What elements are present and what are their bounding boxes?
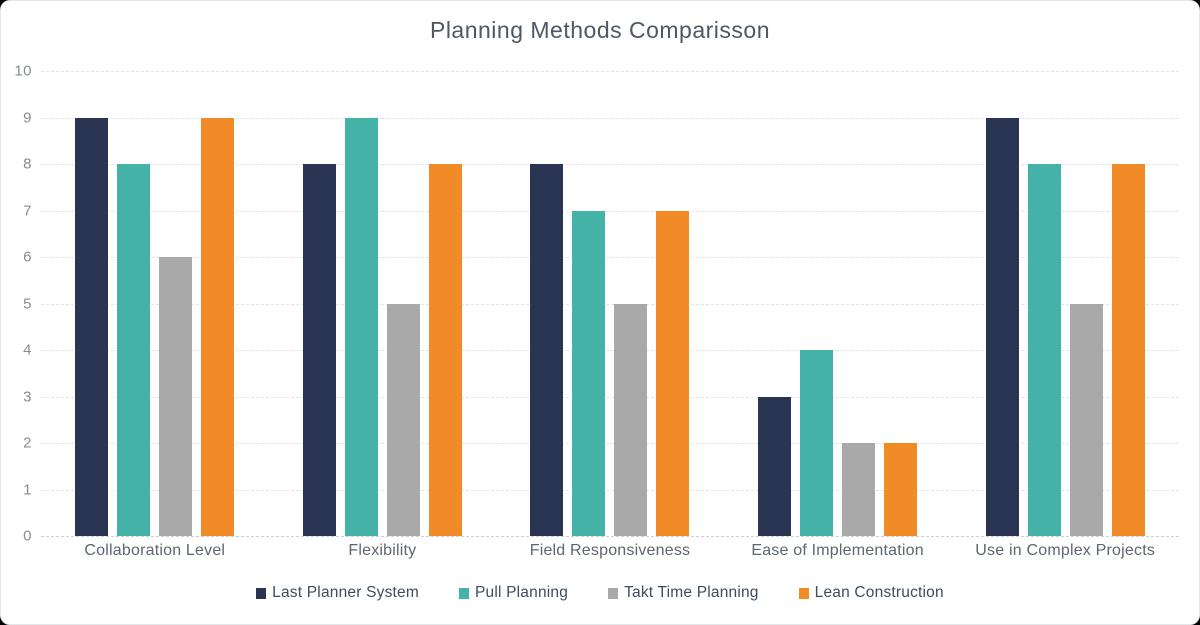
gridline xyxy=(41,303,1179,305)
gridline xyxy=(41,350,1179,351)
legend: Last Planner System Pull Planning Takt Tim… xyxy=(1,584,1199,602)
legend-label: Last Planner System xyxy=(272,584,419,601)
bar-takt-time-planning xyxy=(842,443,876,536)
legend-label: Pull Planning xyxy=(474,584,569,601)
bar-pull-planning xyxy=(117,164,151,536)
y-tick-label: 6 xyxy=(23,248,32,266)
gridline xyxy=(41,396,1179,398)
y-tick-label: 9 xyxy=(23,109,32,126)
y-tick-label: 10 xyxy=(14,62,32,80)
y-tick-label: 0 xyxy=(23,527,32,545)
bar-pull-planning xyxy=(1027,164,1061,536)
bar-pull-planning xyxy=(344,117,378,536)
y-tick-label: 4 xyxy=(23,341,32,359)
bar-last-planner-system xyxy=(302,164,336,536)
bar-group-field-responsiveness xyxy=(496,71,724,536)
gridline xyxy=(41,210,1179,212)
bar-lean-construction xyxy=(656,210,690,536)
bar-pull-planning xyxy=(800,350,834,536)
bar-takt-time-planning xyxy=(159,257,193,536)
legend-label: Lean Construction xyxy=(814,584,944,601)
bar-takt-time-planning xyxy=(614,303,648,536)
bar-groups xyxy=(41,71,1179,536)
y-tick-label: 7 xyxy=(23,202,32,219)
legend-item-pull-planning: Pull Planning xyxy=(458,584,569,602)
bar-lean-construction xyxy=(428,164,462,536)
gridline xyxy=(41,71,1179,72)
x-axis: Collaboration Level Flexibility Field Resp… xyxy=(41,542,1179,560)
bar-group-ease-of-implementation xyxy=(724,71,952,536)
y-tick-label: 5 xyxy=(23,295,32,312)
legend-swatch-lean-construction xyxy=(798,587,809,599)
x-axis-label-use-in-complex-projects: Use in Complex Projects xyxy=(975,542,1156,559)
y-tick-label: 3 xyxy=(23,388,32,405)
legend-item-lean-construction: Lean Construction xyxy=(798,584,944,602)
legend-swatch-last-planner-system xyxy=(256,587,267,599)
x-axis-label-flexibility: Flexibility xyxy=(348,542,417,559)
bar-last-planner-system xyxy=(75,117,109,536)
plot-area xyxy=(41,71,1179,537)
bar-last-planner-system xyxy=(985,117,1019,536)
y-tick-label: 8 xyxy=(23,155,32,173)
y-axis: 0 1 2 3 4 5 6 7 8 9 10 xyxy=(1,63,32,545)
bar-lean-construction xyxy=(201,117,235,536)
gridline xyxy=(41,443,1179,444)
bar-group-collaboration-level xyxy=(41,71,269,536)
y-tick-label: 2 xyxy=(23,434,32,452)
x-axis-label-collaboration-level: Collaboration Level xyxy=(84,542,226,559)
legend-item-last-planner-system: Last Planner System xyxy=(256,584,419,602)
legend-swatch-pull-planning xyxy=(458,587,469,599)
bar-takt-time-planning xyxy=(1069,303,1103,536)
gridline xyxy=(41,117,1179,119)
bar-takt-time-planning xyxy=(386,303,420,536)
gridline xyxy=(41,164,1179,165)
gridline xyxy=(41,489,1179,491)
bar-group-use-in-complex-projects xyxy=(951,71,1179,536)
bar-lean-construction xyxy=(1111,164,1145,536)
bar-last-planner-system xyxy=(758,396,792,536)
legend-item-takt-time-planning: Takt Time Planning xyxy=(608,584,759,602)
chart-title: Planning Methods Comparisson xyxy=(429,17,770,43)
legend-label: Takt Time Planning xyxy=(624,584,759,601)
bar-pull-planning xyxy=(572,210,606,536)
x-axis-label-field-responsiveness: Field Responsiveness xyxy=(529,542,691,559)
bar-lean-construction xyxy=(884,443,918,536)
bar-group-flexibility xyxy=(269,71,497,536)
x-axis-label-ease-of-implementation: Ease of Implementation xyxy=(751,542,924,559)
y-tick-label: 1 xyxy=(23,481,32,498)
gridline xyxy=(41,257,1179,258)
legend-swatch-takt-time-planning xyxy=(608,587,619,599)
bar-last-planner-system xyxy=(530,164,564,536)
